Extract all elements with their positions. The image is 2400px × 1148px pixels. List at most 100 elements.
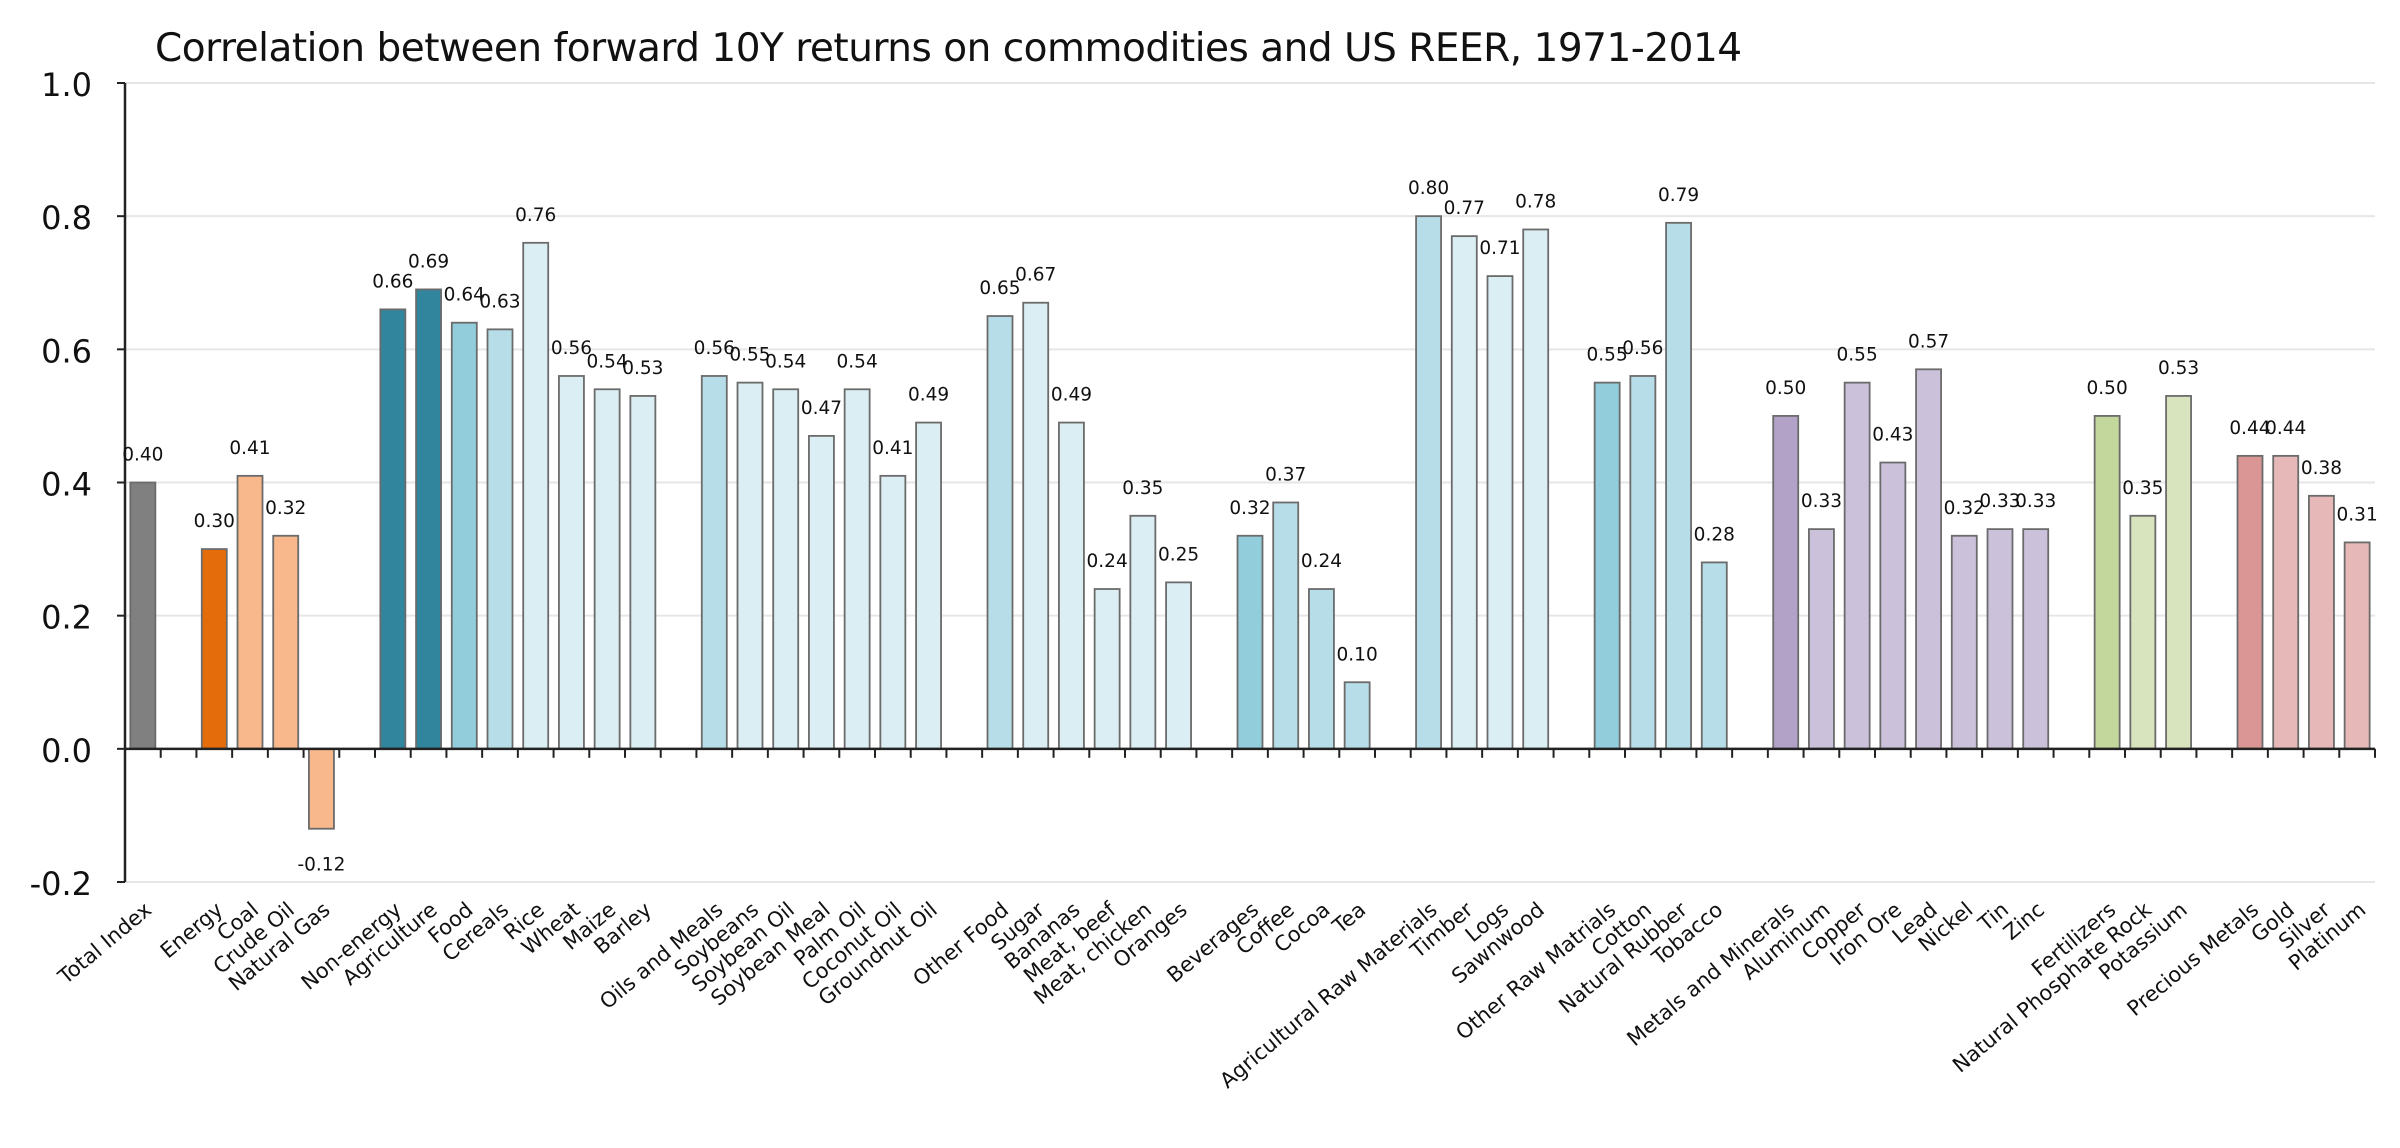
data-label: 0.47 (801, 398, 842, 419)
data-label: 0.43 (1872, 425, 1913, 446)
data-label: 0.71 (1479, 238, 1520, 259)
bar (1843, 381, 1871, 750)
data-label: 0.33 (1979, 491, 2020, 512)
bar (1236, 534, 1264, 750)
category-label: Total Index (53, 897, 156, 989)
data-label: 0.35 (2122, 478, 2163, 499)
bar (2343, 541, 2371, 750)
bar (1022, 301, 1050, 750)
bar (200, 548, 228, 750)
data-label: 0.38 (2301, 458, 2342, 479)
bar (308, 747, 335, 830)
data-label: 0.33 (1801, 491, 1842, 512)
bar (558, 375, 585, 750)
data-label: 0.53 (622, 358, 663, 379)
chart-title: Correlation between forward 10Y returns … (155, 26, 1742, 71)
data-label: 0.50 (1765, 378, 1806, 399)
data-label: 0.24 (1087, 551, 1128, 572)
bar (1415, 215, 1442, 750)
data-label: 0.69 (408, 251, 449, 272)
data-label: 0.31 (2337, 504, 2378, 525)
data-label: 0.44 (2229, 418, 2270, 439)
bar (522, 241, 550, 750)
data-label: 0.65 (979, 278, 1020, 299)
data-label: 0.53 (2158, 358, 2199, 379)
data-label: -0.12 (297, 855, 345, 876)
data-label: 0.55 (1587, 345, 1628, 366)
data-label: 0.41 (229, 438, 270, 459)
data-label: 0.49 (1051, 385, 1092, 406)
bar (2165, 395, 2192, 750)
bar (1629, 375, 1657, 750)
bar (915, 421, 942, 750)
data-label: 0.10 (1337, 644, 1378, 665)
bar (129, 481, 157, 750)
bar (986, 315, 1014, 750)
bar (1522, 228, 1550, 750)
bar (772, 388, 800, 750)
bar (450, 321, 478, 750)
bar (593, 388, 621, 750)
data-label: 0.32 (265, 498, 306, 519)
bar (1450, 235, 1478, 750)
data-label: 0.63 (479, 291, 520, 312)
bar (1058, 421, 1085, 750)
data-label: 0.32 (1229, 498, 1270, 519)
bar (879, 474, 907, 750)
bar (1129, 514, 1157, 750)
data-label: 0.37 (1265, 464, 1306, 485)
bar (379, 308, 407, 750)
y-tick-label: 0.2 (41, 599, 92, 637)
bar (1593, 381, 1621, 750)
bar (2272, 454, 2300, 750)
bar (236, 474, 264, 750)
y-tick-label: 0.4 (41, 466, 92, 504)
bar (1879, 461, 1907, 750)
bar (700, 375, 728, 750)
data-label: 0.78 (1515, 191, 1556, 212)
data-label: 0.32 (1944, 498, 1985, 519)
bar (1808, 528, 1835, 750)
bar (272, 534, 300, 750)
bar (1772, 415, 1800, 750)
bar (2022, 528, 2050, 750)
data-label: 0.77 (1444, 198, 1485, 219)
bar (1915, 368, 1942, 750)
data-label: 0.50 (2087, 378, 2128, 399)
bar (2129, 514, 2157, 750)
bar (1665, 221, 1692, 750)
data-label: 0.80 (1408, 178, 1449, 199)
data-label: 0.28 (1694, 524, 1735, 545)
bar (1486, 275, 1514, 750)
data-label: 0.49 (908, 385, 949, 406)
bar (2308, 494, 2335, 750)
data-label: 0.24 (1301, 551, 1342, 572)
data-label: 0.79 (1658, 185, 1699, 206)
data-label: 0.55 (729, 345, 770, 366)
bar (736, 381, 764, 750)
y-tick-label: 0.6 (41, 332, 92, 370)
data-label: 0.57 (1908, 331, 1949, 352)
data-label: 0.67 (1015, 265, 1056, 286)
data-label: 0.30 (194, 511, 235, 532)
data-label: 0.35 (1122, 478, 1163, 499)
data-label: 0.56 (551, 338, 592, 359)
bar (1308, 588, 1335, 750)
data-label: 0.64 (444, 285, 485, 306)
data-label: 0.25 (1158, 544, 1199, 565)
bar (486, 328, 514, 750)
y-tick-label: 0.0 (41, 732, 92, 770)
bar (1986, 528, 2014, 750)
data-label: 0.56 (1622, 338, 1663, 359)
category-label: Tea (1327, 897, 1370, 939)
bar (629, 395, 657, 750)
data-label: 0.40 (122, 445, 163, 466)
bar (1700, 561, 1728, 750)
y-tick-label: 1.0 (41, 66, 92, 104)
bar (1343, 681, 1371, 750)
bar (1093, 588, 1121, 750)
bar (2093, 415, 2121, 750)
bar (843, 388, 871, 750)
data-label: 0.55 (1837, 345, 1878, 366)
